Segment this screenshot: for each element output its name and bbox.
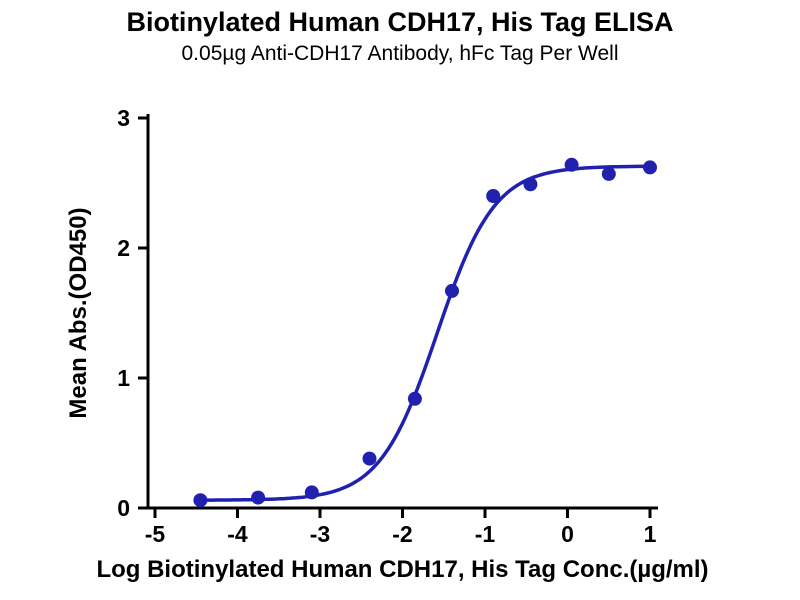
x-axis-title: Log Biotinylated Human CDH17, His Tag Co… (96, 556, 708, 583)
x-tick-label: -4 (227, 521, 248, 547)
x-tick-label: 1 (644, 521, 657, 547)
chart-title: Biotinylated Human CDH17, His Tag ELISA (126, 7, 674, 37)
data-point (523, 177, 538, 192)
data-point (304, 485, 319, 500)
chart-subtitle: 0.05µg Anti-CDH17 Antibody, hFc Tag Per … (181, 42, 619, 66)
x-tick-label: 0 (561, 521, 574, 547)
x-tick-label: -3 (310, 521, 330, 547)
data-point (193, 493, 208, 508)
elisa-binding-plot: -5 -4 -3 -2 -1 0 1 0 1 2 3 Log Biotinylated Human C… (65, 105, 709, 583)
x-tick-label: -5 (145, 521, 166, 547)
y-tick-label: 1 (117, 365, 130, 391)
data-point (407, 391, 422, 406)
y-axis-title: Mean Abs.(OD450) (65, 207, 92, 418)
fit-curve (198, 164, 651, 502)
data-point (643, 160, 657, 175)
data-point (362, 451, 377, 466)
data-point (486, 189, 501, 203)
data-point (564, 157, 579, 172)
y-tick-label: 2 (117, 235, 130, 261)
x-tick-label: -2 (392, 521, 412, 547)
x-tick-label: -1 (475, 521, 496, 547)
y-tick-label: 0 (117, 495, 130, 521)
y-tick-label: 3 (117, 105, 130, 131)
data-point (601, 166, 616, 181)
data-point (445, 283, 459, 298)
data-point (251, 490, 266, 505)
